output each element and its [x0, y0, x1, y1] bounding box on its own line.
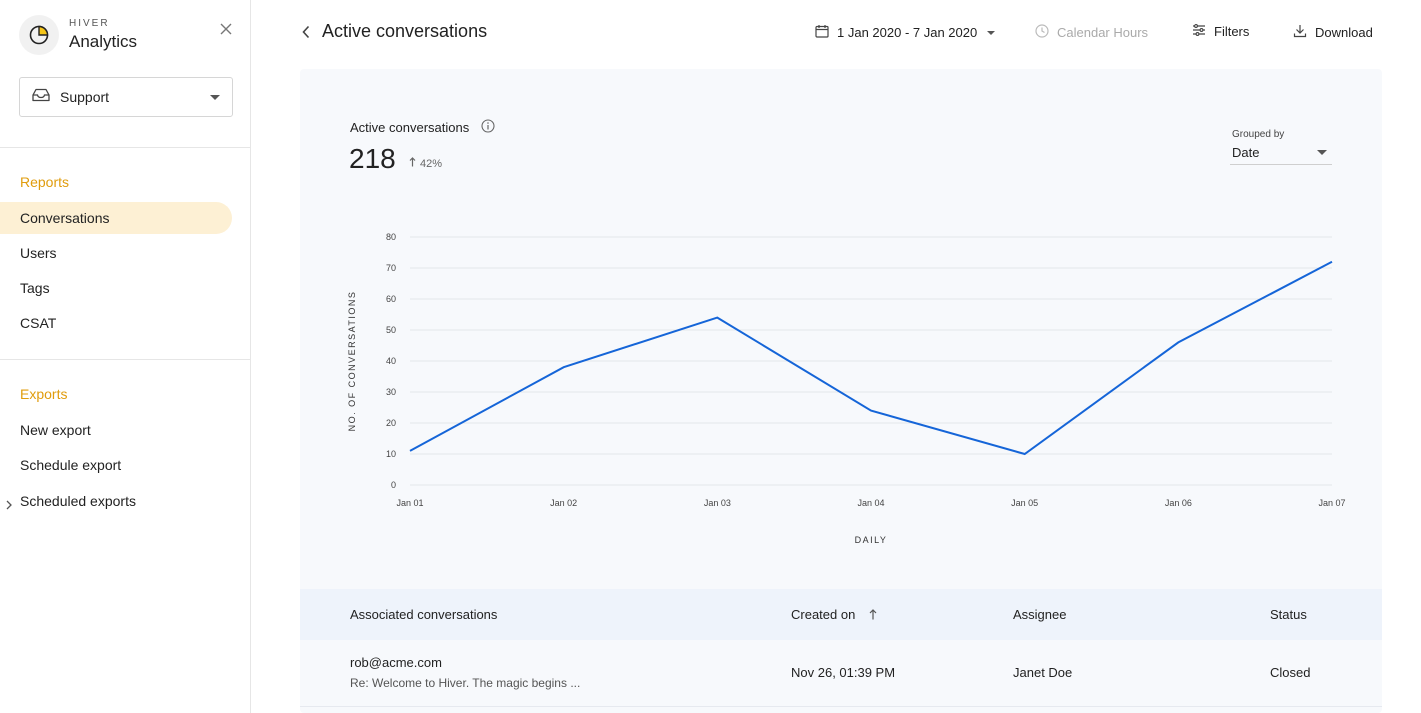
grouped-by-label: Grouped by	[1232, 129, 1285, 140]
analytics-logo-icon	[19, 15, 59, 55]
column-header-status: Status	[1270, 607, 1307, 622]
sidebar-divider	[0, 359, 250, 360]
back-button[interactable]	[298, 24, 314, 40]
x-tick-label: Jan 05	[1011, 498, 1038, 508]
sidebar-active-highlight	[0, 202, 232, 234]
metric-delta: 42%	[409, 157, 442, 170]
sidebar-item-users[interactable]: Users	[20, 245, 57, 261]
y-tick-label: 70	[386, 263, 396, 273]
filter-icon	[1192, 24, 1206, 39]
sidebar: HIVER Analytics Support Reports Conversa…	[0, 0, 251, 713]
y-tick-label: 0	[391, 480, 396, 490]
y-axis-label: NO. OF CONVERSATIONS	[347, 291, 357, 432]
sidebar-divider	[0, 147, 250, 148]
chevron-down-icon	[1317, 150, 1327, 155]
x-tick-label: Jan 04	[857, 498, 884, 508]
metric-label: Active conversations	[350, 120, 470, 135]
date-range-label: 1 Jan 2020 - 7 Jan 2020	[837, 25, 978, 40]
y-tick-label: 50	[386, 325, 396, 335]
row-created-on: Nov 26, 01:39 PM	[791, 665, 896, 680]
download-icon	[1293, 24, 1307, 41]
filters-button[interactable]: Filters	[1192, 24, 1249, 39]
info-icon[interactable]	[481, 119, 495, 136]
y-tick-label: 20	[386, 418, 396, 428]
y-tick-label: 30	[386, 387, 396, 397]
chevron-down-icon	[210, 95, 220, 100]
metric-value: 218	[349, 143, 396, 174]
clock-icon	[1035, 24, 1049, 41]
y-tick-label: 40	[386, 356, 396, 366]
column-header-created-on[interactable]: Created on	[791, 607, 877, 623]
download-button[interactable]: Download	[1293, 24, 1373, 41]
calendar-hours-toggle[interactable]: Calendar Hours	[1035, 24, 1148, 41]
exports-section-title: Exports	[20, 386, 68, 402]
grouped-by-value: Date	[1232, 145, 1260, 160]
y-tick-label: 10	[386, 449, 396, 459]
column-header-assignee: Assignee	[1013, 607, 1067, 622]
sidebar-item-new-export[interactable]: New export	[20, 422, 91, 438]
series-line	[409, 260, 1333, 456]
filters-label: Filters	[1214, 24, 1250, 39]
close-icon[interactable]	[218, 21, 234, 37]
row-status: Closed	[1270, 665, 1311, 680]
inbox-select[interactable]: Support	[19, 77, 233, 117]
calendar-hours-label: Calendar Hours	[1057, 25, 1149, 40]
brand: HIVER Analytics	[19, 15, 137, 55]
date-range-picker[interactable]: 1 Jan 2020 - 7 Jan 2020	[815, 24, 996, 41]
x-tick-label: Jan 02	[550, 498, 577, 508]
page-title: Active conversations	[322, 21, 488, 41]
inbox-icon	[32, 88, 50, 107]
column-header-created-on-label: Created on	[791, 607, 856, 622]
row-email: rob@acme.com	[350, 655, 442, 670]
product-name: Analytics	[69, 31, 138, 51]
sidebar-item-tags[interactable]: Tags	[20, 280, 50, 296]
x-tick-label: Jan 06	[1165, 498, 1192, 508]
table-header	[300, 589, 1382, 640]
x-tick-label: Jan 07	[1318, 498, 1345, 508]
reports-section-title: Reports	[20, 174, 70, 190]
sidebar-item-schedule-export[interactable]: Schedule export	[20, 457, 122, 473]
inbox-select-label: Support	[60, 89, 110, 105]
arrow-up-icon	[409, 157, 416, 170]
y-tick-label: 60	[386, 294, 396, 304]
line-chart: 0 10 20 30 40 50 60 70 80 Jan 01 Jan 02 Jan 03 Jan …	[347, 232, 1346, 545]
column-header-associated-conversations: Associated conversations	[350, 607, 498, 622]
calendar-icon	[815, 24, 829, 41]
table-row[interactable]	[300, 640, 1382, 707]
chevron-down-icon	[987, 30, 996, 35]
row-subject: Re: Welcome to Hiver. The magic begins .…	[350, 676, 581, 690]
sidebar-item-csat[interactable]: CSAT	[20, 315, 57, 331]
grouped-by-select[interactable]: Grouped by Date	[1230, 128, 1332, 165]
brand-name: HIVER	[69, 17, 110, 29]
sidebar-item-conversations[interactable]: Conversations	[20, 210, 110, 226]
row-assignee: Janet Doe	[1013, 665, 1073, 680]
metric-delta-value: 42%	[420, 157, 443, 170]
sidebar-item-scheduled-exports[interactable]: Scheduled exports	[20, 493, 136, 509]
y-tick-label: 80	[386, 232, 396, 242]
x-tick-label: Jan 03	[704, 498, 731, 508]
chevron-right-icon[interactable]	[5, 497, 13, 515]
sort-arrow-up-icon[interactable]	[869, 608, 877, 623]
x-axis-label: DAILY	[855, 535, 888, 545]
metric-header: Active conversations	[350, 119, 495, 136]
x-tick-label: Jan 01	[396, 498, 423, 508]
download-label: Download	[1315, 25, 1373, 40]
